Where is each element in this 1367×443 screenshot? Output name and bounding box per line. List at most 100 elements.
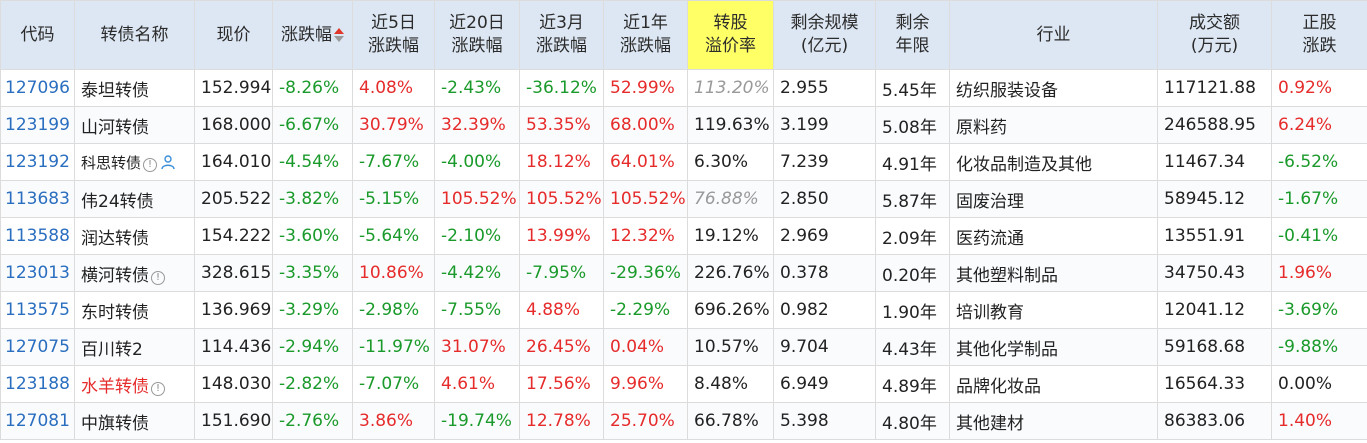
cell-scale: 6.949 — [773, 365, 876, 403]
bond-name-link[interactable]: 横河转债 — [81, 265, 149, 286]
cell-price: 164.010 — [194, 143, 273, 181]
info-icon[interactable]: ! — [143, 157, 158, 172]
table-row[interactable]: 123188 水羊转债! 148.030 -2.82% -7.07% 4.61% 17.56… — [0, 365, 1367, 403]
table-row[interactable]: 127075 百川转2 114.436 -2.94% -11.97% 31.07% 26.4… — [0, 328, 1367, 366]
column-header-volume[interactable]: 成交额 (万元) — [1157, 0, 1272, 70]
table-row[interactable]: 127096 泰坦转债 152.994 -8.26% 4.08% -2.43% -36.12… — [0, 69, 1367, 107]
column-header-label: 年限 — [895, 36, 930, 56]
cell-name[interactable]: 东时转债 — [74, 291, 195, 329]
cell-price: 328.615 — [194, 254, 273, 292]
column-header-name[interactable]: 转债名称 — [74, 0, 195, 70]
table-row[interactable]: 113575 东时转债 136.969 -3.29% -2.98% -7.55% 4.88%… — [0, 291, 1367, 329]
table-row[interactable]: 113683 伟24转债 205.522 -3.82% -5.15% 105.52% 105… — [0, 180, 1367, 218]
cell-code[interactable]: 123199 — [0, 106, 75, 144]
cell-premium: 119.63% — [687, 106, 774, 144]
cell-chg3m: 12.78% — [519, 402, 604, 440]
cell-name[interactable]: 科思转债! — [74, 143, 195, 181]
cell-name[interactable]: 泰坦转债 — [74, 69, 195, 107]
column-header-scale[interactable]: 剩余规模 (亿元) — [773, 0, 876, 70]
bond-code-link[interactable]: 123188 — [5, 374, 70, 394]
table-row[interactable]: 127081 中旗转债 151.690 -2.76% 3.86% -19.74% 12.78… — [0, 402, 1367, 440]
cell-chg5d: 30.79% — [352, 106, 435, 144]
cell-name[interactable]: 伟24转债 — [74, 180, 195, 218]
column-header-code[interactable]: 代码 — [0, 0, 75, 70]
cell-code[interactable]: 113588 — [0, 217, 75, 255]
cell-premium: 8.48% — [687, 365, 774, 403]
cell-scale: 2.850 — [773, 180, 876, 218]
bond-name-link[interactable]: 润达转债 — [81, 228, 149, 249]
sort-arrows-icon[interactable] — [334, 28, 344, 42]
cell-chg3m: 105.52% — [519, 180, 604, 218]
cell-code[interactable]: 127075 — [0, 328, 75, 366]
cell-stock_chg: 6.24% — [1271, 106, 1367, 144]
table-row[interactable]: 123192 科思转债! 164.010 -4.54% -7.67% -4.00% 18.1… — [0, 143, 1367, 181]
cell-volume: 86383.06 — [1157, 402, 1272, 440]
cell-price: 151.690 — [194, 402, 273, 440]
table-row[interactable]: 123013 横河转债! 328.615 -3.35% 10.86% -4.42% -7.9… — [0, 254, 1367, 292]
bond-name-link[interactable]: 科思转债 — [81, 153, 142, 172]
info-icon[interactable]: ! — [151, 270, 165, 285]
cell-chg: -6.67% — [272, 106, 353, 144]
cell-code[interactable]: 127081 — [0, 402, 75, 440]
cell-name[interactable]: 润达转债 — [74, 217, 195, 255]
column-header-premium[interactable]: 转股 溢价率 — [687, 0, 774, 70]
bond-name-link[interactable]: 东时转债 — [81, 302, 149, 323]
bond-code-link[interactable]: 127081 — [5, 411, 70, 431]
cell-chg1y: 9.96% — [603, 365, 688, 403]
column-header-chg20d[interactable]: 近20日 涨跌幅 — [434, 0, 520, 70]
column-header-price[interactable]: 现价 — [194, 0, 273, 70]
cell-code[interactable]: 123013 — [0, 254, 75, 292]
table-row[interactable]: 123199 山河转债 168.000 -6.67% 30.79% 32.39% 53.35… — [0, 106, 1367, 144]
cell-stock_chg: -0.41% — [1271, 217, 1367, 255]
cell-code[interactable]: 123188 — [0, 365, 75, 403]
cell-premium: 19.12% — [687, 217, 774, 255]
cell-premium: 113.20% — [687, 69, 774, 107]
column-header-chg5d[interactable]: 近5日 涨跌幅 — [352, 0, 435, 70]
bond-code-link[interactable]: 113683 — [5, 189, 70, 209]
cell-chg: -3.29% — [272, 291, 353, 329]
cell-chg3m: -36.12% — [519, 69, 604, 107]
bond-code-link[interactable]: 123013 — [5, 263, 70, 283]
cell-chg3m: 18.12% — [519, 143, 604, 181]
cell-code[interactable]: 113683 — [0, 180, 75, 218]
cell-years: 5.45年 — [875, 69, 950, 107]
bond-code-link[interactable]: 113575 — [5, 300, 70, 320]
cell-scale: 9.704 — [773, 328, 876, 366]
bond-code-link[interactable]: 127075 — [5, 337, 70, 357]
bond-code-link[interactable]: 123192 — [5, 152, 70, 172]
cell-chg5d: 4.08% — [352, 69, 435, 107]
bond-code-link[interactable]: 123199 — [5, 115, 70, 135]
cell-premium: 696.26% — [687, 291, 774, 329]
cell-chg20d: 32.39% — [434, 106, 520, 144]
info-icon[interactable]: ! — [151, 381, 165, 396]
column-header-chg3m[interactable]: 近3月 涨跌幅 — [519, 0, 604, 70]
column-header-stock_chg[interactable]: 正股 涨跌 — [1271, 0, 1367, 70]
column-header-chg1y[interactable]: 近1年 涨跌幅 — [603, 0, 688, 70]
column-header-chg[interactable]: 涨跌幅 — [272, 0, 353, 70]
cell-code[interactable]: 113575 — [0, 291, 75, 329]
cell-chg: -8.26% — [272, 69, 353, 107]
bond-code-link[interactable]: 127096 — [5, 78, 70, 98]
bond-name-link[interactable]: 山河转债 — [81, 117, 149, 138]
cell-name[interactable]: 水羊转债! — [74, 365, 195, 403]
table-row[interactable]: 113588 润达转债 154.222 -3.60% -5.64% -2.10% 13.99… — [0, 217, 1367, 255]
bond-name-link[interactable]: 百川转2 — [81, 339, 143, 360]
cell-name[interactable]: 中旗转债 — [74, 402, 195, 440]
cell-price: 168.000 — [194, 106, 273, 144]
bond-code-link[interactable]: 113588 — [5, 226, 70, 246]
cell-code[interactable]: 127096 — [0, 69, 75, 107]
bond-name-link[interactable]: 水羊转债 — [81, 376, 149, 397]
bond-name-link[interactable]: 伟24转债 — [81, 191, 154, 212]
table-body: 127096 泰坦转债 152.994 -8.26% 4.08% -2.43% -36.12… — [0, 69, 1367, 440]
cell-name[interactable]: 百川转2 — [74, 328, 195, 366]
column-header-years[interactable]: 剩余 年限 — [875, 0, 950, 70]
bond-name-link[interactable]: 泰坦转债 — [81, 80, 149, 101]
column-header-industry[interactable]: 行业 — [949, 0, 1158, 70]
person-icon[interactable] — [160, 154, 176, 170]
cell-code[interactable]: 123192 — [0, 143, 75, 181]
cell-name[interactable]: 横河转债! — [74, 254, 195, 292]
cell-stock_chg: -3.69% — [1271, 291, 1367, 329]
cell-premium: 66.78% — [687, 402, 774, 440]
cell-name[interactable]: 山河转债 — [74, 106, 195, 144]
bond-name-link[interactable]: 中旗转债 — [81, 413, 149, 434]
